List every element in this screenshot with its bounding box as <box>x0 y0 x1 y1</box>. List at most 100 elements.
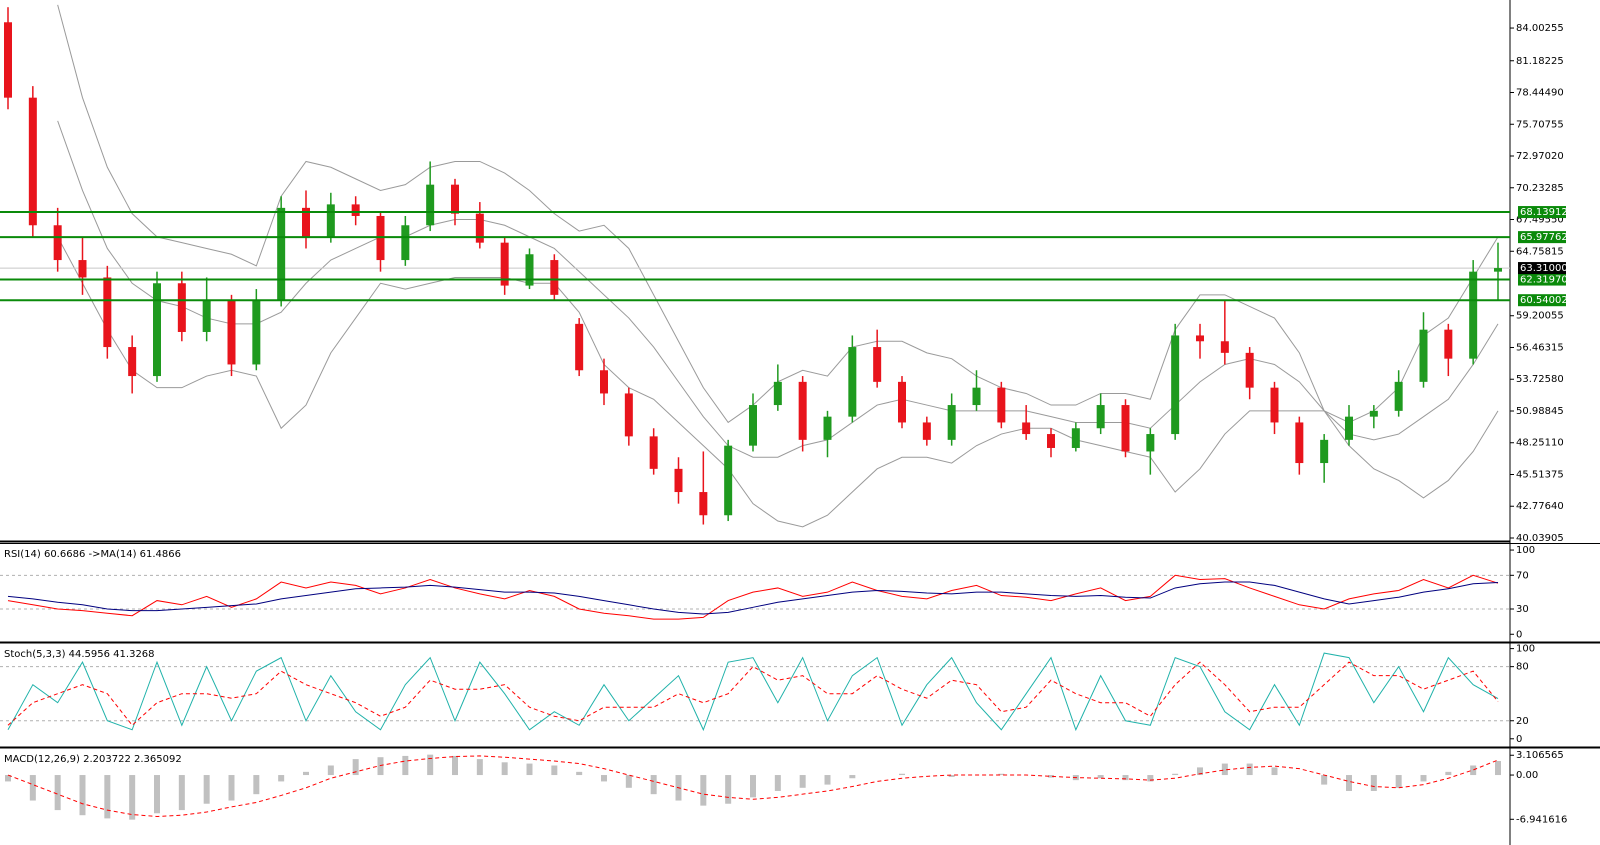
level-label: 62.31970 <box>1520 275 1568 286</box>
candle-body <box>848 347 857 417</box>
histogram-bar <box>1395 775 1402 788</box>
level-label: 68.13912 <box>1520 207 1568 218</box>
level-label-box <box>1518 294 1566 307</box>
candle-body <box>103 277 112 348</box>
histogram-bar <box>129 775 136 820</box>
candle-body <box>749 405 757 446</box>
candle-body <box>873 347 882 382</box>
candle-body <box>500 242 509 286</box>
candle-body <box>128 347 137 377</box>
histogram-bar <box>899 773 905 776</box>
histogram-bar <box>1321 775 1328 785</box>
y-tick-label: 67.49550 <box>1516 215 1564 226</box>
histogram-bar <box>1246 763 1253 776</box>
candle-body <box>227 300 236 365</box>
y-tick-label: 75.70755 <box>1516 119 1564 130</box>
level-label-box <box>1518 206 1566 219</box>
histogram-bar <box>998 773 1005 776</box>
y-tick-label: 59.20055 <box>1516 311 1564 322</box>
candle-body <box>624 393 633 437</box>
histogram-bar <box>1197 767 1203 776</box>
candle-body <box>1022 422 1031 435</box>
series-line <box>7 661 1499 726</box>
candle-body <box>277 207 286 301</box>
candle-body <box>922 422 931 440</box>
candle-body <box>475 213 484 243</box>
histogram-bar <box>750 775 756 798</box>
y-tick-label: 100 <box>1516 545 1535 556</box>
candle-body <box>1245 352 1254 388</box>
y-tick-label: 30 <box>1516 604 1529 615</box>
candle-body <box>4 22 12 98</box>
histogram-bar <box>650 775 657 795</box>
candle-body <box>1494 268 1502 272</box>
histogram-bar <box>1172 773 1179 776</box>
histogram-bar <box>1445 771 1452 776</box>
candle-body <box>1270 387 1279 423</box>
y-tick-label: 0 <box>1516 734 1522 745</box>
histogram-bar <box>501 762 508 776</box>
histogram-bar <box>303 771 309 776</box>
candle-body <box>153 283 161 377</box>
histogram-bar <box>526 763 533 776</box>
histogram-bar <box>1147 775 1154 782</box>
histogram-bar <box>5 775 11 782</box>
histogram-bar <box>551 765 558 776</box>
candle-body <box>252 300 261 365</box>
candle-body <box>649 436 658 469</box>
candle-body <box>1146 434 1155 452</box>
histogram-bar <box>774 775 781 791</box>
histogram-bar <box>700 775 707 806</box>
last-price-label: 63.31000 <box>1520 263 1568 274</box>
level-label-box <box>1518 231 1566 244</box>
y-tick-label: 81.18225 <box>1516 56 1564 67</box>
histogram-bar <box>278 775 285 782</box>
y-tick-label: 64.75815 <box>1516 246 1564 257</box>
candle-body <box>550 260 559 295</box>
level-label: 60.54002 <box>1520 295 1568 306</box>
y-tick-label: 84.00255 <box>1516 23 1564 34</box>
histogram-bar <box>154 775 160 814</box>
candle-body <box>302 207 310 237</box>
level-label: 65.97762 <box>1520 232 1568 243</box>
y-tick-label: 40.03905 <box>1516 533 1564 544</box>
y-tick-label: 100 <box>1516 644 1535 655</box>
histogram-bar <box>625 775 632 788</box>
series-line <box>7 574 1499 620</box>
candle-body <box>1345 416 1353 440</box>
candle-body <box>525 254 534 286</box>
candle-body <box>1096 405 1105 429</box>
candle-body <box>451 184 459 214</box>
candle-body <box>401 225 410 261</box>
y-tick-label: 20 <box>1516 716 1529 727</box>
candle-body <box>1171 335 1180 435</box>
histogram-bar <box>1495 761 1501 776</box>
candle-body <box>1394 381 1403 411</box>
y-tick-label: 70.23285 <box>1516 183 1564 194</box>
candle-body <box>997 387 1006 423</box>
candle-body <box>724 445 733 516</box>
series-line <box>7 755 1499 817</box>
histogram-bar <box>228 775 235 801</box>
histogram-bar <box>352 759 359 776</box>
candle-body <box>773 381 782 406</box>
candle-body <box>1469 271 1478 359</box>
y-tick-label: 50.98845 <box>1516 406 1564 417</box>
histogram-bar <box>178 775 185 811</box>
histogram-bar <box>1271 767 1278 776</box>
panel-title: MACD(12,26,9) 2.203722 2.365092 <box>4 754 182 765</box>
histogram-bar <box>1122 775 1129 781</box>
candle-body <box>53 225 62 261</box>
candle-body <box>898 381 906 423</box>
histogram-bar <box>576 771 583 776</box>
y-tick-label: 72.97020 <box>1516 151 1564 162</box>
y-tick-label: 70 <box>1516 570 1529 581</box>
candle-body <box>823 416 832 440</box>
histogram-bar <box>1221 763 1228 776</box>
panel-title: Stoch(5,3,3) 44.5956 41.3268 <box>4 649 155 660</box>
candle-body <box>947 405 956 440</box>
histogram-bar <box>402 755 409 776</box>
series-line <box>7 652 1499 732</box>
y-tick-label: 45.51375 <box>1516 469 1564 480</box>
